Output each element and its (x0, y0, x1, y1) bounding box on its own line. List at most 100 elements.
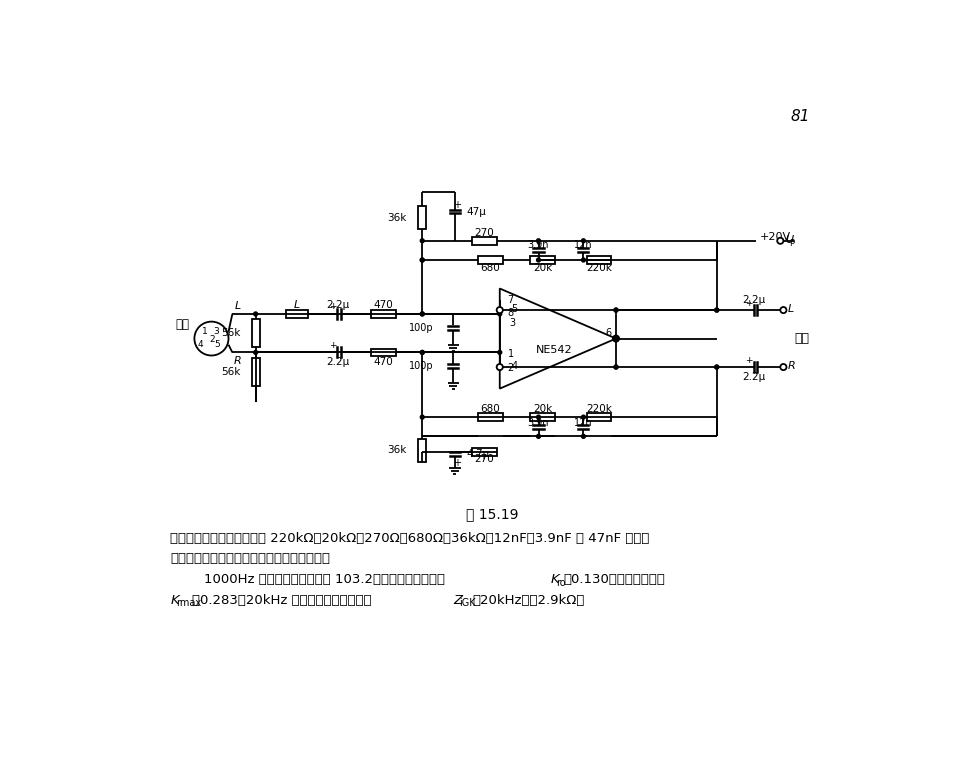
Text: U: U (785, 235, 793, 245)
Circle shape (582, 415, 586, 419)
Text: ＝0.283，20kHz 时反馈环节的输入阻抗: ＝0.283，20kHz 时反馈环节的输入阻抗 (192, 594, 376, 607)
Circle shape (582, 435, 586, 439)
Text: 3.9n: 3.9n (528, 419, 549, 429)
Circle shape (537, 435, 540, 439)
Text: iGK: iGK (459, 598, 475, 608)
Bar (472, 237, 496, 245)
Text: L: L (234, 301, 241, 311)
Text: 20k: 20k (533, 263, 552, 273)
Text: （20kHz）＝2.9kΩ。: （20kHz）＝2.9kΩ。 (472, 594, 585, 607)
Text: NE542: NE542 (536, 345, 572, 355)
Text: R: R (234, 356, 242, 366)
Text: 源补偿电路组成。在图中由 220kΩ、20kΩ、270Ω、680Ω、36kΩ、12nF、3.9nF 和 47nF 构成的: 源补偿电路组成。在图中由 220kΩ、20kΩ、270Ω、680Ω、36kΩ、1… (170, 532, 650, 545)
Text: K: K (551, 573, 560, 586)
Text: +20V: +20V (759, 232, 790, 242)
Text: 270: 270 (474, 228, 494, 238)
Text: 220k: 220k (586, 405, 612, 415)
Circle shape (582, 258, 586, 262)
Text: +: + (329, 341, 337, 350)
Circle shape (614, 365, 618, 369)
Text: 1: 1 (508, 349, 514, 359)
Circle shape (420, 258, 424, 262)
Text: 5: 5 (512, 304, 517, 314)
Text: 100p: 100p (409, 361, 434, 371)
Text: +: + (745, 356, 753, 365)
Text: 20k: 20k (533, 405, 552, 415)
Bar (419, 439, 426, 462)
Circle shape (420, 312, 424, 316)
Text: K: K (170, 594, 180, 607)
Text: 2.2μ: 2.2μ (742, 372, 765, 382)
Bar (286, 310, 307, 318)
Circle shape (614, 365, 618, 369)
Text: 100p: 100p (409, 323, 434, 333)
Circle shape (780, 364, 786, 370)
Circle shape (253, 312, 257, 316)
Text: 2: 2 (508, 362, 514, 372)
Text: +: + (453, 200, 461, 210)
Bar (530, 257, 555, 264)
Text: 输入: 输入 (176, 318, 190, 331)
Text: L: L (788, 304, 794, 314)
Circle shape (715, 308, 719, 312)
Circle shape (715, 365, 719, 369)
Text: ＝0.130，最大反馈系数: ＝0.130，最大反馈系数 (564, 573, 665, 586)
Circle shape (420, 350, 424, 354)
Text: 270: 270 (474, 455, 494, 465)
Text: +: + (453, 458, 461, 468)
Text: ro: ro (557, 578, 566, 588)
Text: 输出: 输出 (794, 332, 809, 345)
Bar (478, 257, 503, 264)
Text: 图 15.19: 图 15.19 (466, 507, 518, 521)
Text: rmax: rmax (176, 598, 201, 608)
Circle shape (537, 239, 540, 243)
Text: 56k: 56k (221, 328, 240, 338)
Text: 47μ: 47μ (467, 207, 487, 217)
Text: 220k: 220k (586, 263, 612, 273)
Circle shape (537, 258, 540, 262)
Text: 2.2μ: 2.2μ (742, 295, 765, 305)
Text: +: + (745, 299, 753, 308)
Text: 56k: 56k (221, 366, 240, 376)
Text: 2.2μ: 2.2μ (326, 356, 349, 366)
Bar (472, 448, 496, 455)
Text: 12n: 12n (574, 419, 592, 429)
Text: 3: 3 (509, 318, 516, 328)
Text: 4: 4 (198, 340, 204, 349)
Circle shape (614, 336, 618, 340)
Circle shape (614, 308, 618, 312)
Circle shape (496, 307, 503, 313)
Text: Z: Z (453, 594, 463, 607)
Circle shape (498, 312, 502, 316)
Text: 2: 2 (209, 335, 215, 344)
Text: 2.2μ: 2.2μ (326, 300, 349, 310)
Text: 6: 6 (605, 328, 612, 338)
Text: L: L (294, 300, 300, 310)
Text: P: P (789, 240, 795, 248)
Bar (252, 358, 259, 386)
Text: 1000Hz 时的闭环放大系数为 103.2，直流电压反馈系数: 1000Hz 时的闭环放大系数为 103.2，直流电压反馈系数 (170, 573, 449, 586)
Bar (372, 310, 396, 318)
Circle shape (420, 350, 424, 354)
Text: 5: 5 (215, 340, 221, 349)
Text: 4.7μ: 4.7μ (467, 449, 490, 459)
Circle shape (420, 258, 424, 262)
Text: 81: 81 (791, 109, 810, 124)
Circle shape (612, 336, 619, 342)
Circle shape (498, 350, 502, 354)
Text: 运算放大器反馈网络的情况下，电路数据为：: 运算放大器反馈网络的情况下，电路数据为： (170, 551, 330, 564)
Text: 36k: 36k (388, 213, 407, 223)
Text: 470: 470 (373, 300, 394, 310)
Bar (252, 319, 259, 347)
Circle shape (420, 239, 424, 243)
Text: 1: 1 (202, 327, 207, 336)
Text: 7: 7 (508, 295, 514, 305)
Circle shape (614, 308, 618, 312)
Circle shape (253, 350, 257, 354)
Circle shape (496, 364, 503, 370)
Circle shape (537, 415, 540, 419)
Bar (587, 257, 612, 264)
Circle shape (780, 307, 786, 313)
Bar (372, 349, 396, 356)
Bar (419, 206, 426, 229)
